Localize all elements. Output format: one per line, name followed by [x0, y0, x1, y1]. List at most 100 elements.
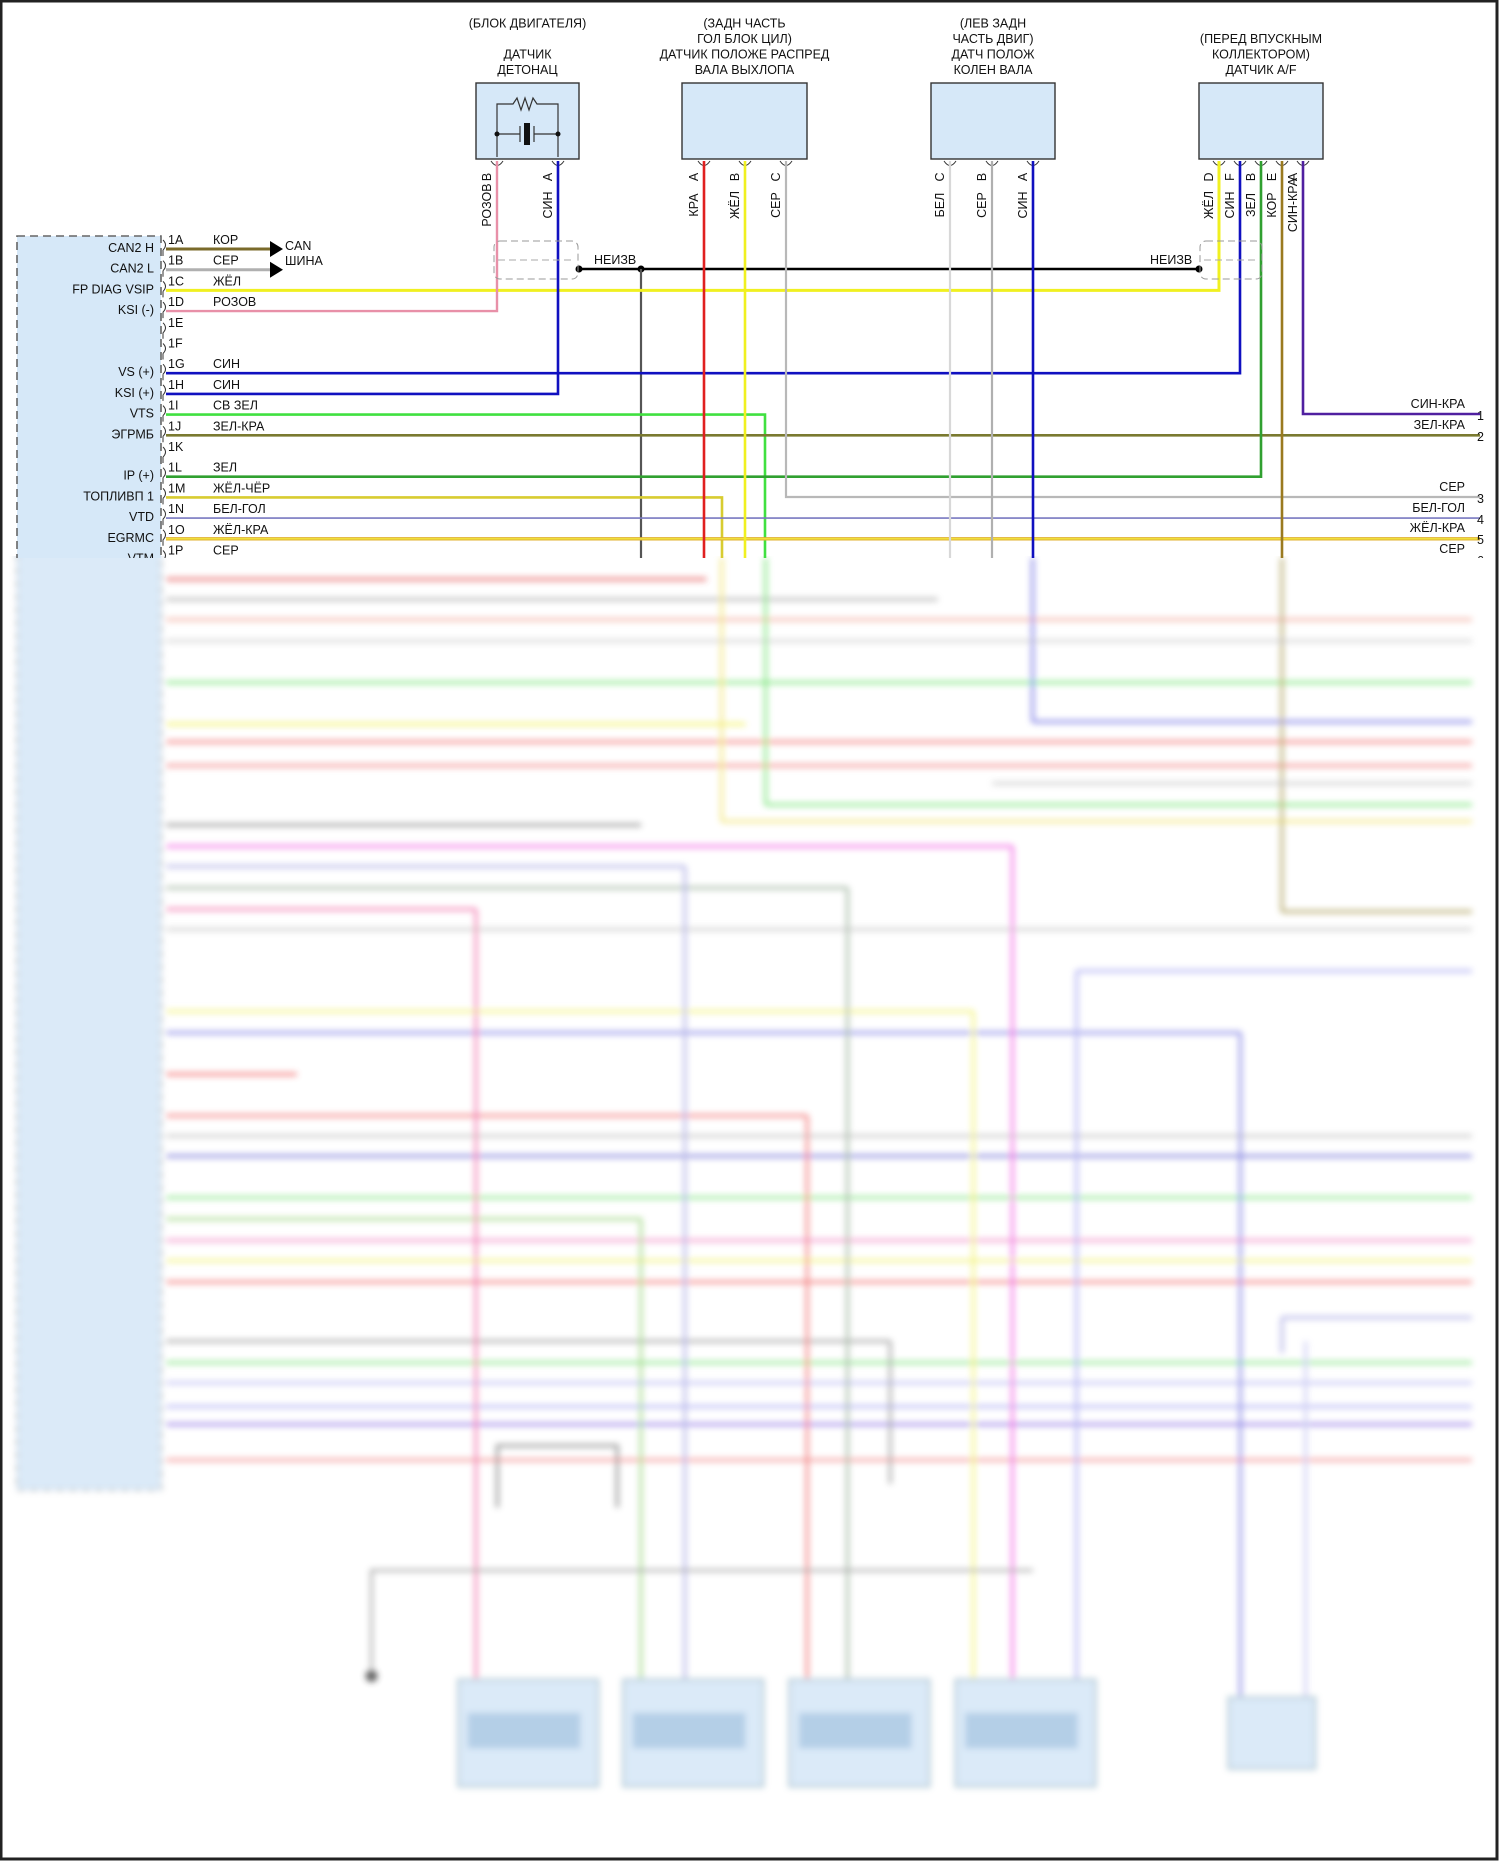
sensor-wire-color-label: СИН-КРА: [1286, 177, 1300, 232]
wire-cam-c-grey: [784, 161, 1480, 499]
pin-number: 1M: [168, 481, 185, 495]
pin-number: 1I: [168, 399, 178, 413]
ecm-module-box: [16, 235, 162, 558]
sensor-pin-letter: B: [480, 173, 494, 181]
sensor-wire-color-label: КРА: [687, 193, 701, 217]
sensor-wire-color-label: СИН: [1223, 191, 1237, 218]
shield-label: НЕИЗВ: [1150, 253, 1192, 267]
junction-dot: [555, 131, 561, 137]
ecm-module-box-blurred: [16, 556, 162, 1491]
sensor-box: [1198, 82, 1324, 160]
terminal-number: 5: [1477, 533, 1484, 547]
wire-1g-blue: [166, 161, 1242, 375]
pin-number: 1K: [168, 440, 184, 454]
sensor-pin-letter: F: [1223, 173, 1237, 181]
connector-pin-icon: [162, 343, 166, 360]
sensor-pin-letter: A: [541, 172, 555, 181]
output-terminal-1: СИН-КРА 1: [1411, 397, 1484, 423]
pin-number: 1E: [168, 316, 183, 330]
ecu-function-label: CAN2 H: [108, 241, 154, 255]
ecu-pin-row-1f: 1F: [162, 337, 183, 360]
terminal-wire-color-label: БЕЛ-ГОЛ: [1412, 501, 1465, 515]
sensor-wire-color-label: ЖЁЛ: [1202, 191, 1216, 219]
connector-pin-icon: [162, 260, 166, 277]
sensor-af-sensor: (ПЕРЕД ВПУСКНЫМ КОЛЛЕКТОРОМ)ДАТЧИК A/F D ЖЁ…: [1198, 32, 1324, 232]
connector-pin-icon: [162, 425, 166, 443]
shield-icon: [1199, 240, 1263, 280]
sensor-pin-letter: D: [1202, 172, 1216, 181]
connector-pin-icon: [162, 550, 166, 558]
sensor-title-line: КОЛЕН ВАЛА: [954, 63, 1034, 77]
connector-pin-icon: [162, 322, 166, 339]
wire-color-label: ЗЕЛ: [213, 461, 237, 475]
sensor-wire-color-label: ЗЕЛ: [1244, 193, 1258, 217]
sensor-title-line: ГОЛ БЛОК ЦИЛ): [697, 32, 792, 46]
ecu-function-label: FP DIAG VSIP: [72, 282, 154, 296]
terminal-wire-color-label: СЕР: [1439, 542, 1465, 556]
terminal-number: 4: [1477, 513, 1484, 527]
ecu-pin-row-1j: 1J ЗЕЛ-КРА ЭГРМБ: [111, 419, 265, 443]
pin-number: 1O: [168, 523, 185, 537]
shield-label: НЕИЗВ: [594, 253, 636, 267]
wire-color-label: СЕР: [213, 254, 239, 268]
wire-color-label: ЖЁЛ-КРА: [213, 523, 269, 537]
ecu-pin-row-1e: 1E: [162, 316, 183, 339]
wire-af-a-blue-red: [1301, 161, 1480, 416]
sensor-pin-letter: B: [1244, 173, 1258, 181]
sensor-title-line: КОЛЛЕКТОРОМ): [1212, 48, 1310, 62]
blurred-component-box: [1227, 1696, 1317, 1770]
sensor-title-line: (ПЕРЕД ВПУСКНЫМ: [1200, 32, 1322, 46]
blurred-ground-point: [365, 1670, 378, 1683]
wire-1d-pink: [166, 161, 499, 313]
blurred-coil-symbol: [965, 1712, 1078, 1749]
sensor-wire-color-label: СИН: [541, 191, 555, 218]
wire-1i-light-green: [166, 413, 767, 558]
shield-icon: [493, 240, 579, 280]
pin-number: 1L: [168, 461, 182, 475]
arrow-right-icon: [270, 261, 283, 278]
sensor-title-line: ДАТЧИК ПОЛОЖЕ РАСПРЕД: [660, 48, 830, 62]
sensor-title-line: (БЛОК ДВИГАТЕЛЯ): [469, 17, 587, 31]
connector-pin-icon: [162, 281, 166, 298]
terminal-number: 2: [1477, 430, 1484, 444]
pin-number: 1C: [168, 274, 184, 288]
can-bus-label: ШИНА: [285, 254, 323, 268]
shield-outline: [493, 240, 579, 280]
ecu-pin-row-1b: 1B СЕР CAN2 L: [110, 254, 239, 277]
ecu-function-label: EGRMC: [107, 531, 154, 545]
sensor-box: [475, 82, 580, 160]
terminal-number: 1: [1477, 409, 1484, 423]
sensor-title-line: ДАТЧИК A/F: [1226, 63, 1297, 77]
ecu-function-label: VTM: [128, 552, 154, 566]
ecu-function-label: VS (+): [118, 365, 154, 379]
pin-number: 1J: [168, 419, 181, 433]
ecu-pin-row-1i: 1I СВ ЗЕЛ VTS: [130, 399, 258, 422]
connector-pin-icon: [162, 467, 166, 484]
pin-number: 1H: [168, 378, 184, 392]
output-terminal-3: СЕР 3: [1439, 480, 1484, 506]
terminal-wire-color-label: СЕР: [1439, 480, 1465, 494]
ecu-pin-row-1h: 1H СИН KSI (+): [115, 378, 240, 401]
ecu-function-label: VTD: [129, 510, 154, 524]
sensor-title-line: (ЛЕВ ЗАДН: [960, 17, 1026, 31]
connector-pin-icon: [162, 529, 166, 546]
ecu-pin-row-1g: 1G СИН VS (+): [118, 357, 240, 381]
sensor-wire-color-label: СЕР: [769, 192, 783, 218]
sensor-pin-letter: B: [975, 173, 989, 181]
sensor-title-line: ДАТЧИК: [503, 48, 552, 62]
wire-1m-yellow-black: [166, 496, 724, 558]
sensor-title-line: ДАТЧ ПОЛОЖ: [951, 48, 1034, 62]
sensor-wire-color-label: ЖЁЛ: [728, 191, 742, 219]
ecu-pin-row-1k: 1K: [162, 440, 184, 463]
terminal-wire-color-label: ЗЕЛ-КРА: [1414, 418, 1466, 432]
wire-color-label: СИН: [213, 357, 240, 371]
ecu-pin-row-1d: 1D РОЗОВ KSI (-): [118, 295, 256, 319]
sensor-title-line: ЧАСТЬ ДВИГ): [952, 32, 1033, 46]
ecu-pin-row-1m: 1M ЖЁЛ-ЧЁР ТОПЛИВП 1: [83, 481, 270, 505]
ecu-function-label: ТОПЛИВП 1: [83, 489, 154, 503]
pin-number: 1G: [168, 357, 185, 371]
terminal-number: 3: [1477, 492, 1484, 506]
